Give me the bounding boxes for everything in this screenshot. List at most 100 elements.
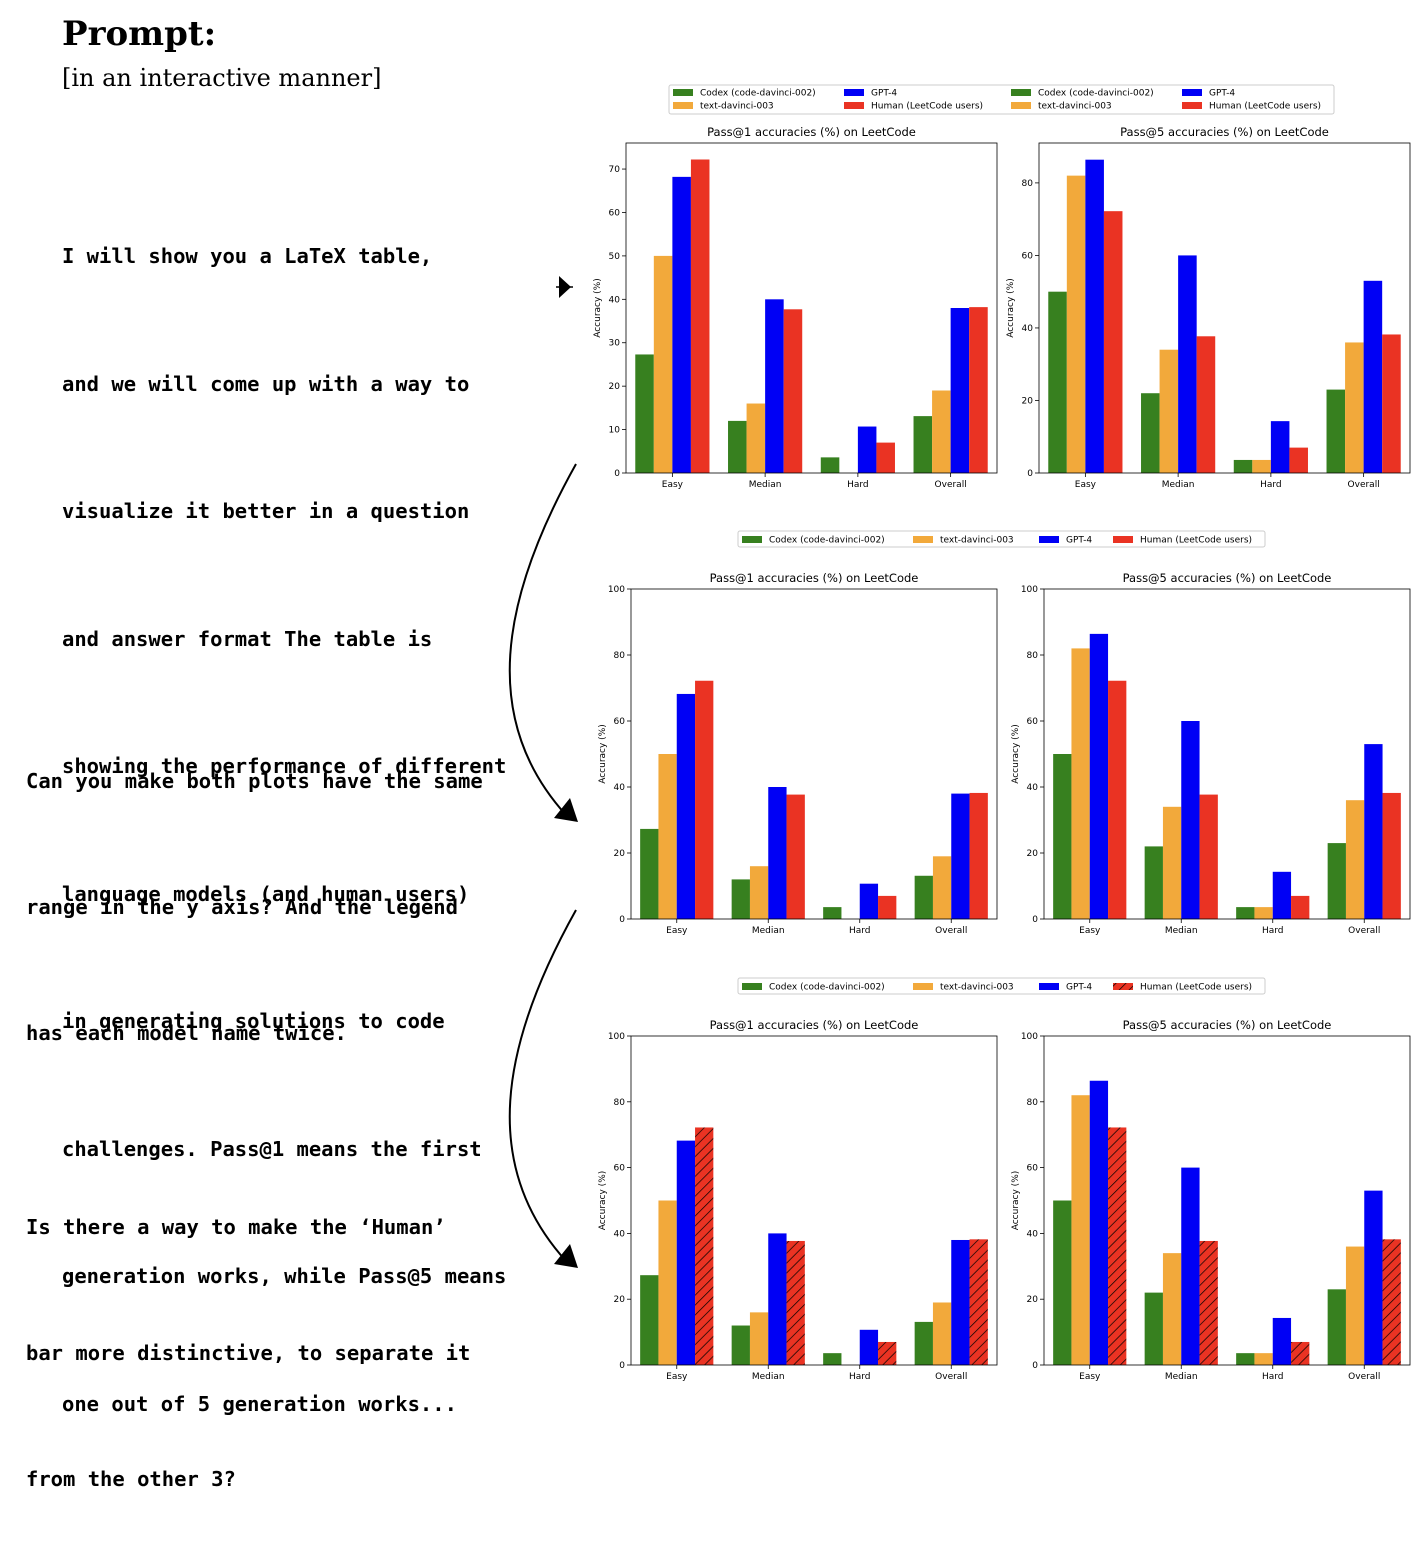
bar-codex-code-davinci-002-easy [1053, 1200, 1072, 1365]
bar-gpt-4-median [1181, 1167, 1200, 1365]
bar-codex-code-davinci-002-overall [914, 875, 933, 919]
y-tick-label: 40 [1027, 783, 1039, 793]
x-tick-label: Overall [1348, 926, 1380, 936]
bar-chart-2: Pass@5 accuracies (%) on LeetCode 0 20 40 60… [1006, 125, 1411, 490]
chart-title: Pass@5 accuracies (%) on LeetCode [1123, 1018, 1332, 1032]
bar-codex-code-davinci-002-hard [820, 457, 840, 473]
legend-label: GPT-4 [1066, 983, 1092, 993]
plot-frame [1043, 1035, 1411, 1366]
bar-chart-6: Pass@5 accuracies (%) on LeetCode 0 20 40 60… [1011, 1018, 1411, 1382]
chart-legend-1: Codex (code-davinci-002) GPT-4 Codex (code… [668, 84, 1335, 115]
legend-label: text-davinci-003 [940, 536, 1014, 546]
legend-swatch [1039, 536, 1059, 543]
y-tick-label: 100 [1021, 585, 1038, 595]
bar-human-leetcode-users-overall [1382, 792, 1401, 919]
bar-human-leetcode-users-overall [969, 307, 988, 473]
bar-text-davinci-003-median [1162, 1253, 1182, 1365]
bar-gpt-4-overall [951, 793, 970, 919]
bar-text-davinci-003-easy [658, 1200, 677, 1365]
bar-codex-code-davinci-002-median [1141, 393, 1160, 473]
y-tick-label: 0 [619, 1361, 625, 1371]
legend-frame [668, 84, 1335, 115]
bar-text-davinci-003-easy [1071, 1095, 1090, 1365]
bar-gpt-4-easy [1085, 159, 1104, 473]
bar-human-leetcode-users-overall [1382, 1239, 1401, 1365]
prompt-line: showing the performance of different [62, 754, 507, 778]
x-tick-label: Median [752, 1372, 785, 1382]
legend-label: Human (LeetCode users) [1140, 536, 1252, 546]
x-tick-label: Hard [1260, 480, 1282, 490]
x-tick-label: Median [752, 926, 785, 936]
bar-human-leetcode-users-hard [878, 895, 897, 919]
x-tick-label: Overall [935, 926, 967, 936]
bar-text-davinci-003-easy [1066, 175, 1086, 473]
bar-codex-code-davinci-002-median [1144, 1292, 1163, 1365]
y-tick-label: 0 [1027, 469, 1033, 479]
y-tick-label: 10 [609, 426, 621, 436]
y-tick-label: 0 [1032, 1361, 1038, 1371]
y-tick-label: 20 [1027, 849, 1039, 859]
y-axis-label: Accuracy (%) [1006, 278, 1016, 338]
x-tick-label: Hard [1262, 926, 1284, 936]
bar-human-leetcode-users-overall [969, 1239, 988, 1365]
bar-gpt-4-easy [676, 693, 696, 919]
plot-frame [1043, 588, 1411, 920]
prompt-line: Can you make both plots have the same [26, 769, 483, 793]
y-tick-label: 40 [1027, 1229, 1039, 1239]
bar-human-leetcode-users-median [1199, 1240, 1218, 1365]
bar-gpt-4-overall [950, 308, 970, 473]
prompt-line: bar more distinctive, to separate it [26, 1341, 471, 1365]
bar-codex-code-davinci-002-easy [1053, 754, 1072, 919]
bar-codex-code-davinci-002-easy [635, 354, 654, 473]
bar-gpt-4-median [1178, 255, 1197, 473]
y-tick-label: 60 [609, 208, 621, 218]
y-axis-label: Accuracy (%) [593, 278, 603, 338]
bar-gpt-4-hard [859, 1329, 879, 1365]
legend-swatch [913, 536, 933, 543]
legend-label: Codex (code-davinci-002) [700, 89, 816, 99]
legend-frame [737, 977, 1266, 995]
bar-codex-code-davinci-002-hard [823, 1353, 842, 1365]
prompt-line: I will show you a LaTeX table, [62, 244, 433, 268]
bar-gpt-4-hard [1272, 871, 1292, 919]
legend-swatch [1039, 983, 1059, 990]
bar-human-leetcode-users-median [1196, 336, 1216, 473]
y-tick-label: 100 [608, 585, 625, 595]
bar-gpt-4-easy [676, 1140, 696, 1365]
bar-human-leetcode-users-median [786, 1240, 805, 1365]
bar-codex-code-davinci-002-hard [1236, 907, 1255, 919]
prompt-line: and we will come up with a way to [62, 371, 470, 396]
legend-swatch [673, 102, 693, 109]
x-tick-label: Easy [1079, 926, 1101, 936]
bar-human-leetcode-users-median [1199, 794, 1218, 919]
bar-gpt-4-median [765, 299, 784, 473]
legend-label: GPT-4 [871, 89, 897, 99]
legend-swatch [844, 102, 864, 109]
prompt-heading: Prompt: [62, 14, 217, 54]
y-tick-label: 80 [1027, 1098, 1039, 1108]
arrow-right-head-icon [559, 276, 571, 298]
bar-text-davinci-003-median [1159, 349, 1179, 473]
legend-label: Human (LeetCode users) [1209, 102, 1321, 112]
bar-human-leetcode-users-overall [969, 792, 988, 919]
bar-text-davinci-003-easy [653, 255, 673, 473]
bar-human-leetcode-users-median [786, 794, 805, 919]
chart-title: Pass@5 accuracies (%) on LeetCode [1123, 571, 1332, 585]
legend-label: Codex (code-davinci-002) [769, 983, 885, 993]
x-tick-label: Easy [662, 480, 684, 490]
bar-text-davinci-003-hard [1254, 907, 1273, 919]
bar-chart-4: Pass@5 accuracies (%) on LeetCode 0 20 40 60… [1011, 571, 1411, 936]
x-tick-label: Overall [935, 480, 967, 490]
x-tick-label: Overall [935, 1372, 967, 1382]
bar-codex-code-davinci-002-median [731, 879, 750, 919]
bar-gpt-4-hard [857, 426, 877, 473]
bar-text-davinci-003-overall [932, 390, 951, 473]
y-tick-label: 20 [1027, 1295, 1039, 1305]
bar-text-davinci-003-median [749, 866, 769, 919]
x-tick-label: Overall [1348, 1372, 1380, 1382]
x-tick-label: Easy [666, 1372, 688, 1382]
y-tick-label: 80 [1027, 651, 1039, 661]
legend-label: Codex (code-davinci-002) [1038, 89, 1154, 99]
y-axis-label: Accuracy (%) [598, 724, 608, 784]
legend-label: Codex (code-davinci-002) [769, 536, 885, 546]
